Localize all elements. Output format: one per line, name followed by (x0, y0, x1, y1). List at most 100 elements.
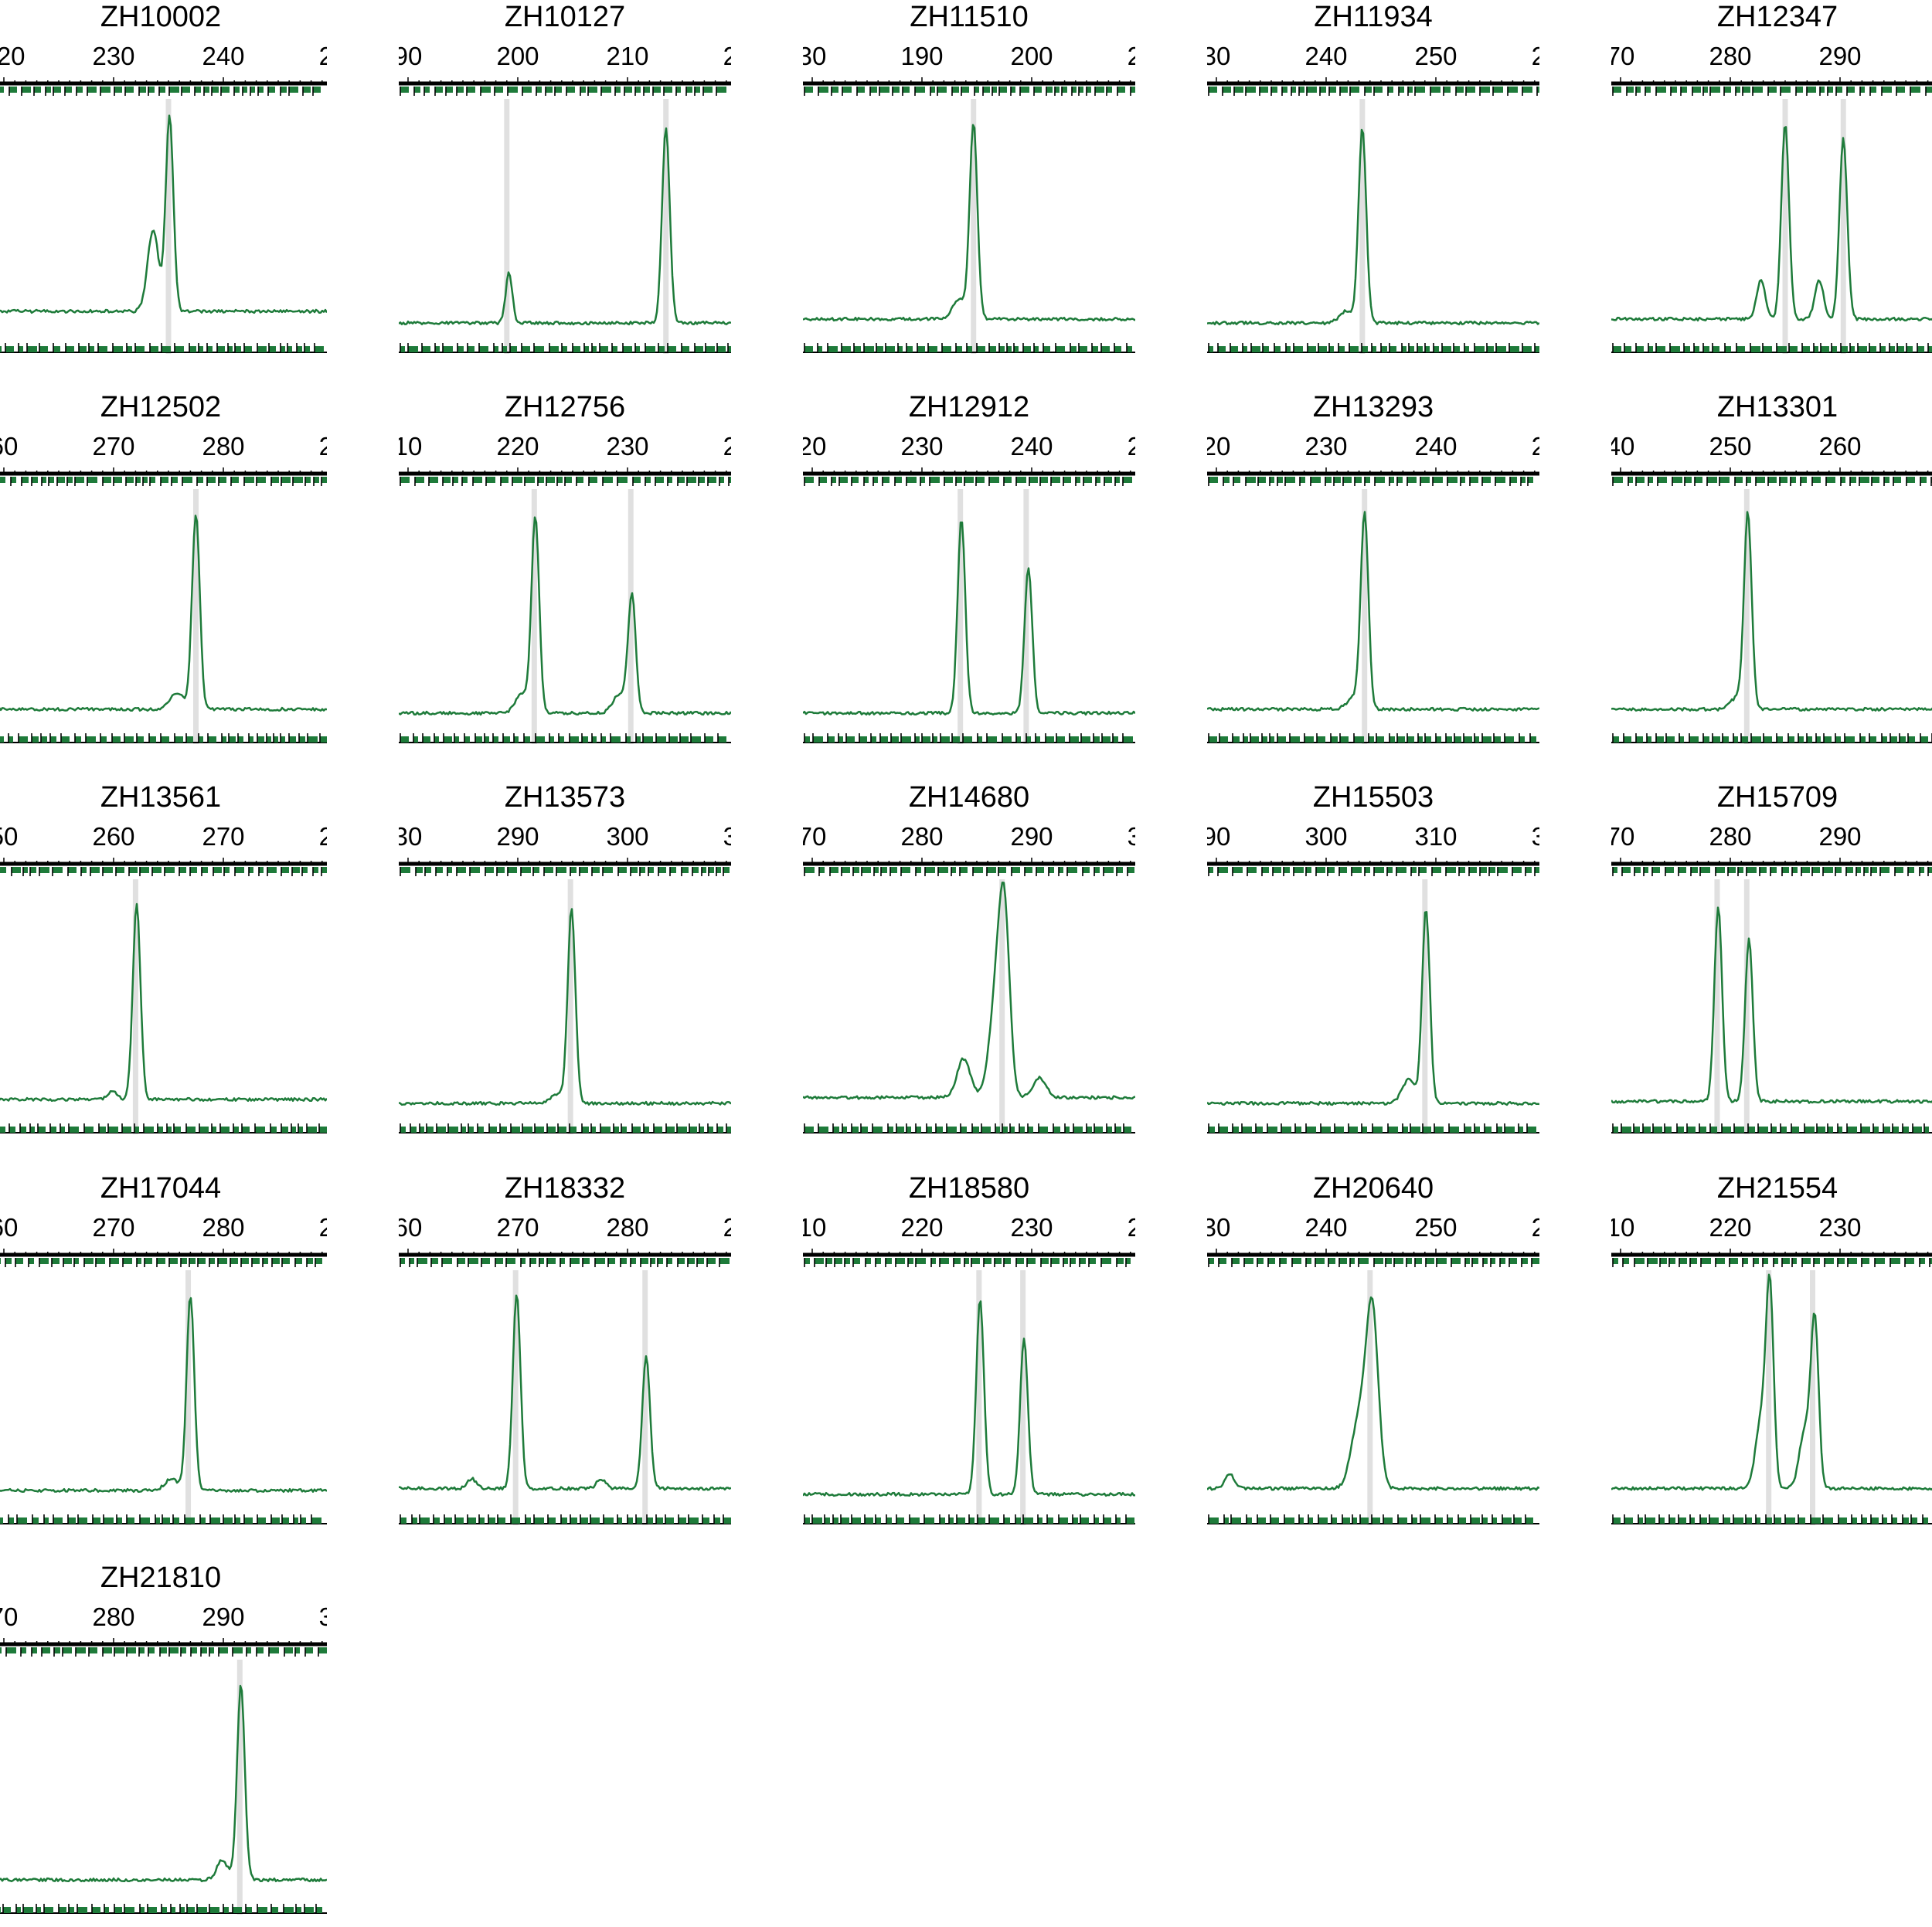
bin-marker (1094, 1127, 1103, 1133)
bin-marker (1908, 867, 1914, 873)
bin-marker (876, 346, 883, 352)
bin-marker (410, 1127, 417, 1133)
bin-marker (162, 346, 171, 352)
bin-marker (874, 867, 879, 873)
bin-marker (873, 477, 878, 483)
bin-marker (19, 346, 23, 352)
allele-marker (1362, 489, 1368, 744)
bin-marker (940, 1517, 945, 1524)
bin-marker (1756, 1517, 1760, 1524)
bin-marker (1690, 1258, 1697, 1264)
bin-marker (284, 1907, 294, 1913)
chart-panel: ZH18332 60 270 280 29 (399, 1171, 731, 1558)
bin-marker (181, 1258, 187, 1264)
bin-marker (1656, 346, 1665, 352)
bin-marker (1723, 736, 1729, 743)
bin-marker (940, 1258, 949, 1264)
bin-marker (468, 1517, 476, 1524)
bin-marker (228, 346, 233, 352)
bin-marker (21, 1647, 26, 1653)
bin-marker (500, 1127, 507, 1133)
bin-marker (1434, 1127, 1444, 1133)
bin-marker (1274, 346, 1281, 352)
x-tick-label: 290 (202, 1602, 244, 1631)
bin-marker (96, 1258, 105, 1264)
bin-marker (1884, 477, 1889, 483)
bin-marker (852, 1127, 859, 1133)
panel-title: ZH20640 (1312, 1172, 1434, 1205)
bin-marker (3, 1907, 11, 1913)
bin-marker (547, 1258, 556, 1264)
bin-marker (842, 87, 852, 93)
bin-marker (1419, 867, 1427, 873)
x-tick-label: 30 (1207, 42, 1230, 70)
bin-marker (1079, 346, 1087, 352)
bin-marker (321, 477, 327, 483)
bin-marker (1510, 477, 1517, 483)
bin-marker (1034, 346, 1039, 352)
bin-marker (1841, 346, 1848, 352)
bin-marker (535, 1127, 544, 1133)
bin-marker (842, 1127, 847, 1133)
bin-marker (1113, 736, 1118, 743)
bin-marker (944, 477, 953, 483)
x-tick-label: 60 (399, 1213, 422, 1242)
bin-marker (1277, 477, 1283, 483)
bin-marker (1049, 867, 1054, 873)
bin-marker (1260, 87, 1268, 93)
bin-marker (305, 477, 311, 483)
bin-marker (1116, 1517, 1121, 1524)
bin-marker (920, 477, 925, 483)
bin-marker (1126, 1517, 1134, 1524)
bin-marker (230, 1258, 238, 1264)
bin-marker (1692, 87, 1701, 93)
bin-marker (1433, 477, 1443, 483)
bin-marker (249, 736, 253, 743)
bin-marker (400, 1127, 406, 1133)
allele-marker (1020, 1270, 1026, 1525)
signal-trace (399, 1294, 731, 1491)
allele-marker (976, 1270, 982, 1525)
bin-marker (580, 1517, 588, 1524)
bin-marker (1117, 1258, 1124, 1264)
bin-marker (1893, 1127, 1899, 1133)
x-tick-label: 270 (496, 1213, 539, 1242)
bin-marker (1861, 1127, 1870, 1133)
bin-marker (655, 477, 664, 483)
x-tick-label: 60 (0, 1213, 18, 1242)
bin-marker (862, 867, 871, 873)
bin-marker (1723, 1517, 1730, 1524)
bin-marker (699, 1127, 704, 1133)
bin-marker (1469, 867, 1477, 873)
bin-marker (1128, 867, 1134, 873)
bin-marker (50, 1127, 56, 1133)
bin-marker (1114, 346, 1121, 352)
bin-marker (15, 1258, 23, 1264)
bin-marker (244, 477, 254, 483)
bin-marker (852, 477, 859, 483)
bin-marker (316, 1907, 322, 1913)
bin-marker (1286, 346, 1291, 352)
signal-trace (399, 516, 731, 716)
bin-marker (1362, 346, 1368, 352)
bin-marker (1397, 477, 1403, 483)
bin-marker (1285, 477, 1295, 483)
bin-marker (1038, 1517, 1043, 1524)
bin-marker (1407, 477, 1417, 483)
x-tick-label: 290 (1818, 42, 1861, 70)
bin-marker (1295, 1127, 1301, 1133)
bin-marker (1318, 346, 1327, 352)
bin-marker (852, 1517, 861, 1524)
electropherogram: 50 260 270 28 (0, 822, 327, 1134)
bin-marker (1482, 736, 1492, 743)
bin-marker (494, 346, 498, 352)
bin-marker (99, 1127, 106, 1133)
bin-marker (1360, 1517, 1369, 1524)
bin-marker (1791, 477, 1796, 483)
bin-marker (954, 1258, 961, 1264)
bin-marker (34, 87, 41, 93)
allele-marker (663, 99, 669, 354)
bin-marker (1258, 477, 1266, 483)
bin-marker (967, 346, 972, 352)
bin-marker (52, 1258, 60, 1264)
